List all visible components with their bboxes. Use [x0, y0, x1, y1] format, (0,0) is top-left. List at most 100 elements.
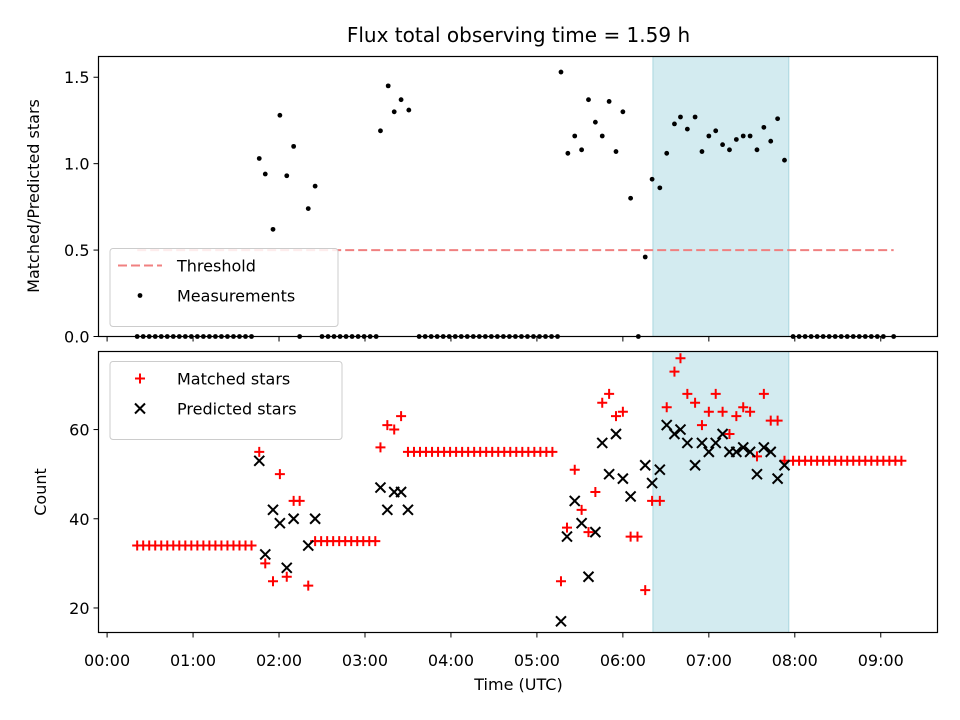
- data-point: [561, 522, 572, 533]
- data-point: [253, 455, 265, 467]
- data-point: [745, 406, 756, 417]
- data-point: [649, 176, 655, 182]
- data-point: [597, 397, 608, 408]
- data-point: [406, 107, 412, 113]
- x-axis-ticks: 00:00 01:00 02:00 03:00 04:00 05:00 06:00 07:00…: [84, 651, 904, 670]
- data-point: [675, 353, 686, 364]
- legend-label: Predicted stars: [177, 400, 297, 419]
- data-point: [274, 469, 285, 480]
- ratio-panel-legend: Threshold Measurements: [109, 248, 339, 327]
- x-tick-label: 09:00: [858, 651, 904, 670]
- observing-span: [652, 56, 790, 337]
- data-point: [555, 576, 566, 587]
- ratio-panel-highlight-layer: [652, 56, 790, 337]
- ratio-panel-ylabel: Matched/Predicted stars: [24, 99, 43, 293]
- data-point: [747, 133, 753, 139]
- data-point: [579, 147, 585, 153]
- data-point: [617, 472, 629, 485]
- data-point: [771, 472, 784, 485]
- data-point: [775, 116, 781, 122]
- data-point: [706, 133, 712, 139]
- count-panel-axes: 20 40 60: [69, 421, 882, 638]
- data-point: [291, 143, 297, 149]
- legend-label: Threshold: [176, 257, 256, 276]
- data-point: [590, 487, 601, 497]
- data-point: [370, 536, 381, 547]
- data-point: [672, 121, 677, 127]
- data-point: [599, 133, 605, 139]
- x-tick-label: 06:00: [600, 651, 646, 670]
- legend-label: Matched stars: [177, 370, 290, 389]
- data-point: [731, 411, 742, 422]
- x-tick-label: 07:00: [686, 651, 732, 670]
- data-point: [657, 185, 663, 191]
- data-point: [681, 437, 694, 449]
- data-point: [610, 428, 622, 440]
- data-point: [284, 173, 290, 179]
- ratio-panel: 0.0 0.5 1.0 1.5 Matched/Predicted stars Thr…: [24, 55, 939, 347]
- x-tick-label: 08:00: [772, 651, 818, 670]
- data-point: [260, 558, 271, 569]
- chart-title: Flux total observing time = 1.59 h: [347, 23, 690, 47]
- data-point: [565, 150, 571, 156]
- y-tick-label: 0.5: [64, 241, 89, 260]
- data-point: [569, 464, 580, 475]
- legend-box: [109, 248, 339, 327]
- data-point: [758, 388, 769, 399]
- data-point: [682, 388, 693, 399]
- data-point: [740, 133, 746, 139]
- data-point: [669, 366, 680, 377]
- x-tick-label: 03:00: [342, 651, 388, 670]
- data-point: [309, 513, 321, 525]
- data-point: [589, 526, 602, 538]
- y-tick-label: 40: [69, 510, 89, 529]
- data-point: [710, 437, 722, 449]
- data-point: [737, 441, 749, 454]
- data-point: [391, 109, 397, 115]
- data-point: [378, 128, 383, 134]
- data-point: [374, 481, 387, 494]
- data-point: [398, 97, 404, 103]
- data-point: [664, 150, 670, 156]
- data-point: [696, 420, 707, 431]
- data-point: [624, 490, 637, 503]
- data-point: [274, 517, 286, 529]
- legend-marker-swatch: [137, 293, 143, 298]
- data-point: [604, 388, 615, 399]
- data-point: [782, 157, 787, 163]
- data-point: [703, 406, 714, 417]
- data-point: [628, 195, 634, 201]
- data-point: [720, 142, 725, 148]
- observing-span: [652, 351, 790, 633]
- data-point: [646, 477, 658, 489]
- data-point: [287, 513, 300, 525]
- count-panel-ylabel: Count: [31, 468, 50, 516]
- ratio-panel-frame: [97, 55, 939, 338]
- data-point: [569, 495, 581, 507]
- data-point: [689, 459, 701, 471]
- data-point: [572, 133, 578, 139]
- data-point: [896, 455, 907, 466]
- data-point: [768, 138, 774, 144]
- data-point: [668, 428, 681, 440]
- data-point: [294, 495, 305, 506]
- data-point: [277, 112, 283, 118]
- data-point: [620, 109, 626, 115]
- x-tick-label: 05:00: [514, 651, 560, 670]
- data-point: [730, 446, 743, 458]
- data-point: [639, 459, 651, 471]
- data-point: [385, 83, 391, 89]
- data-point: [254, 446, 265, 457]
- data-point: [582, 571, 595, 583]
- data-point: [281, 562, 293, 574]
- data-point: [713, 128, 719, 134]
- y-tick-label: 1.5: [64, 68, 89, 87]
- data-point: [733, 137, 739, 142]
- data-point: [758, 441, 770, 454]
- count-panel-frame: [97, 350, 939, 634]
- data-point: [738, 402, 749, 413]
- data-point: [716, 428, 729, 440]
- data-point: [389, 424, 400, 435]
- data-point: [761, 124, 767, 130]
